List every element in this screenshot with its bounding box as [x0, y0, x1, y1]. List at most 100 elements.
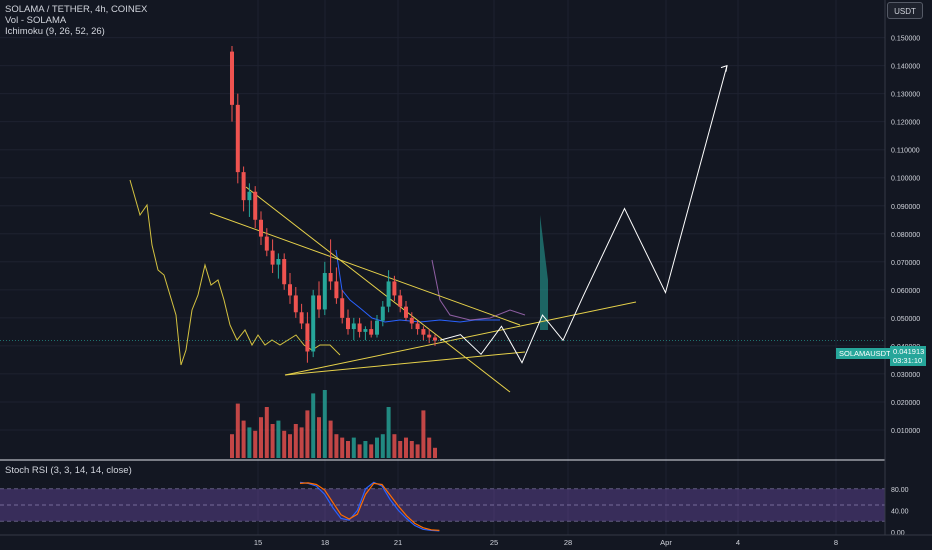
time-tick-label: 8	[834, 538, 838, 547]
candle-body	[288, 284, 292, 296]
candle-body	[317, 295, 321, 310]
ichimoku-cloud	[129, 179, 548, 366]
volume-bar	[363, 441, 368, 458]
candle-body	[334, 281, 339, 299]
trendline	[284, 301, 637, 376]
candle-body	[398, 295, 403, 307]
projection-line	[439, 65, 728, 364]
volume-bar	[288, 434, 292, 458]
candle-body	[415, 323, 420, 330]
candle-body	[357, 323, 362, 332]
candle-body	[322, 273, 327, 310]
candle-body	[386, 281, 391, 307]
ichimoku-base-line	[431, 259, 526, 321]
ichimoku-lagging-span	[129, 179, 341, 366]
volume-bar	[282, 430, 287, 458]
volume-bar	[392, 434, 397, 458]
volume-bar	[427, 437, 432, 458]
price-tick-label: 0.050000	[891, 316, 920, 323]
time-tick-label: 21	[394, 538, 402, 547]
price-tick-label: 0.020000	[891, 400, 920, 407]
volume-bar	[334, 434, 339, 458]
candle-body	[363, 329, 368, 332]
candle-body	[409, 317, 414, 324]
candle-body	[305, 323, 310, 352]
price-tick-label: 0.100000	[891, 176, 920, 183]
volume-bar	[433, 447, 437, 458]
price-tick-label: 0.090000	[891, 204, 920, 211]
candle-body	[293, 295, 298, 313]
volume-bar	[235, 403, 240, 458]
candle-body	[380, 306, 385, 321]
price-tick-label: 0.130000	[891, 92, 920, 99]
candle-body	[235, 104, 240, 173]
candle-body	[346, 317, 350, 330]
volume-bar	[241, 420, 246, 458]
price-tick-label: 0.150000	[891, 36, 920, 43]
stoch-d-line	[299, 482, 440, 531]
candle-body	[340, 298, 345, 318]
projection-arrowhead	[720, 64, 728, 72]
stoch-tick-label: 80.00	[891, 487, 909, 494]
candlesticks	[0, 46, 885, 363]
volume-bar	[230, 434, 234, 458]
candle-body	[421, 329, 426, 335]
candle-body	[311, 295, 316, 352]
candle-body	[259, 219, 263, 237]
volume-bar	[380, 434, 385, 458]
candle-body	[247, 191, 252, 201]
price-tick-label: 0.030000	[891, 372, 920, 379]
volume-bar	[276, 420, 281, 458]
candle-body	[264, 236, 269, 251]
volume-bar	[259, 417, 263, 458]
time-tick-label: 28	[564, 538, 572, 547]
volume-bar	[264, 407, 269, 458]
volume-bar	[409, 441, 414, 458]
candle-body	[433, 337, 437, 341]
price-tick-label: 0.010000	[891, 428, 920, 435]
price-tag-symbol: SOLAMAUSDT	[836, 348, 894, 359]
volume-bar	[253, 430, 258, 458]
volume-bar	[293, 424, 298, 458]
stoch-k-line	[299, 481, 440, 532]
stoch-tick-label: 0.00	[891, 530, 905, 537]
candle-body	[404, 306, 408, 318]
volume-bar	[386, 407, 391, 458]
volume-bar	[375, 437, 379, 458]
ichimoku-legend: Ichimoku (9, 26, 52, 26)	[5, 26, 105, 37]
candle-body	[253, 191, 258, 220]
volume-legend: Vol - SOLAMA	[5, 15, 67, 26]
price-tag-box: 0.041913 03:31:10	[890, 346, 926, 366]
candle-body	[241, 172, 246, 201]
grid	[0, 0, 885, 535]
time-tick-label: Apr	[660, 538, 672, 547]
ichimoku-cloud-area	[540, 215, 548, 330]
candle-body	[369, 329, 374, 335]
trendline	[284, 351, 526, 376]
stoch-rsi-pane	[0, 459, 885, 532]
candle-body	[270, 250, 275, 265]
time-tick-label: 4	[736, 538, 740, 547]
volume-bar	[346, 441, 350, 458]
symbol-title: SOLAMA / TETHER, 4h, COINEX	[5, 4, 148, 15]
ichimoku-conversion-line	[335, 249, 500, 323]
volume-bar	[421, 410, 426, 458]
volume-bar	[328, 420, 333, 458]
price-tick-label: 0.070000	[891, 260, 920, 267]
candle-body	[282, 259, 287, 285]
volume-bars	[230, 390, 437, 458]
trendline	[209, 212, 521, 326]
price-tag-price: 0.041913	[893, 347, 925, 356]
volume-bar	[351, 437, 356, 458]
stoch-rsi-legend: Stoch RSI (3, 3, 14, 14, close)	[5, 465, 132, 476]
candle-body	[351, 323, 356, 330]
currency-button[interactable]: USDT	[887, 2, 923, 19]
time-tick-label: 18	[321, 538, 329, 547]
price-tag-countdown: 03:31:10	[893, 356, 923, 365]
volume-bar	[299, 427, 304, 458]
volume-bar	[398, 441, 403, 458]
volume-bar	[404, 437, 408, 458]
price-tick-label: 0.110000	[891, 148, 920, 155]
